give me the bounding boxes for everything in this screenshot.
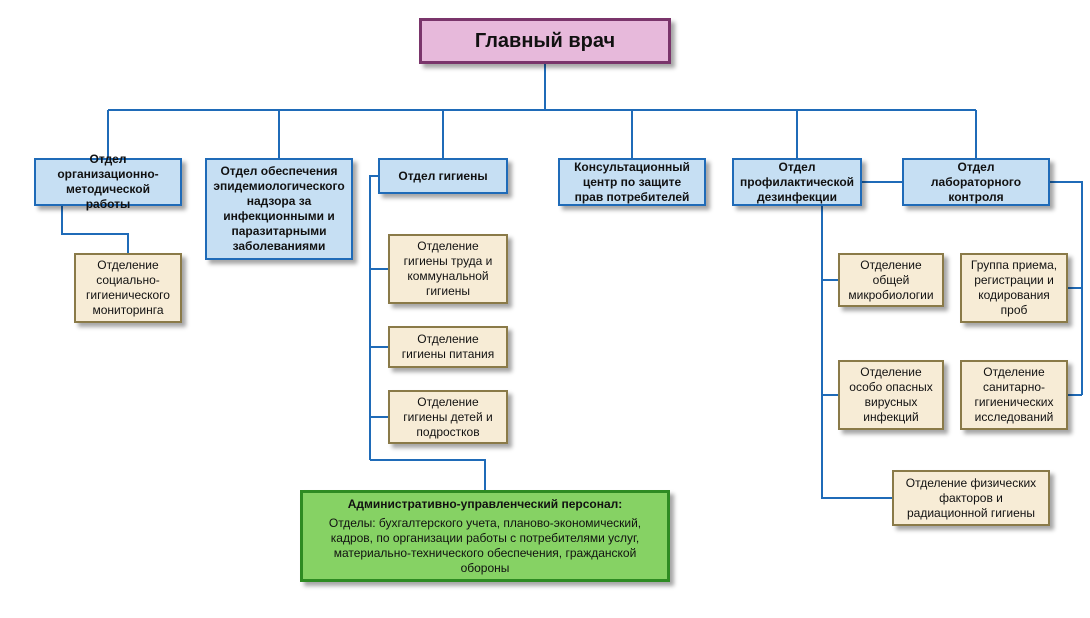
node-d6-text: Отдел лабораторного контроля (912, 160, 1040, 205)
node-d4-text: Консультационный центр по защите прав по… (568, 160, 696, 205)
node-d1-text: Отдел организационно-методической работы (44, 152, 172, 212)
node-d5: Отдел профилактической дезинфекции (732, 158, 862, 206)
node-d3-text: Отдел гигиены (398, 169, 487, 184)
node-s3b-text: Отделение гигиены питания (398, 332, 498, 362)
node-s3a: Отделение гигиены труда и коммунальной г… (388, 234, 508, 304)
node-s6a-text: Отделение общей микробиологии (848, 258, 934, 303)
node-s1: Отделение социально-гигиенического монит… (74, 253, 182, 323)
node-s6c: Отделение особо опасных вирусных инфекци… (838, 360, 944, 430)
node-d2-text: Отдел обеспечения эпидемиологического на… (213, 164, 344, 254)
node-s6c-text: Отделение особо опасных вирусных инфекци… (848, 365, 934, 425)
org-chart-canvas: Главный врач Отдел организационно-методич… (0, 0, 1090, 618)
node-d4: Консультационный центр по защите прав по… (558, 158, 706, 206)
node-s6d-text: Отделение санитарно-гигиенических исслед… (970, 365, 1058, 425)
node-s6e: Отделение физических факторов и радиацио… (892, 470, 1050, 526)
node-s6b: Группа приема, регистрации и кодирования… (960, 253, 1068, 323)
node-d3: Отдел гигиены (378, 158, 508, 194)
node-d2: Отдел обеспечения эпидемиологического на… (205, 158, 353, 260)
node-s6e-text: Отделение физических факторов и радиацио… (902, 476, 1040, 521)
node-d1: Отдел организационно-методической работы (34, 158, 182, 206)
node-s6d: Отделение санитарно-гигиенических исслед… (960, 360, 1068, 430)
node-root-text: Главный врач (475, 29, 615, 54)
node-s1-text: Отделение социально-гигиенического монит… (84, 258, 172, 318)
node-s3a-text: Отделение гигиены труда и коммунальной г… (398, 239, 498, 299)
node-s3b: Отделение гигиены питания (388, 326, 508, 368)
node-s6a: Отделение общей микробиологии (838, 253, 944, 307)
node-root: Главный врач (419, 18, 671, 64)
node-admin: Административно-управленческий персонал:… (300, 490, 670, 582)
node-s3c: Отделение гигиены детей и подростков (388, 390, 508, 444)
node-s6b-text: Группа приема, регистрации и кодирования… (970, 258, 1058, 318)
node-admin-text: Отделы: бухгалтерского учета, планово-эк… (311, 516, 659, 576)
node-d5-text: Отдел профилактической дезинфекции (740, 160, 854, 205)
node-s3c-text: Отделение гигиены детей и подростков (398, 395, 498, 440)
node-d6: Отдел лабораторного контроля (902, 158, 1050, 206)
node-admin-title: Административно-управленческий персонал: (348, 497, 623, 512)
